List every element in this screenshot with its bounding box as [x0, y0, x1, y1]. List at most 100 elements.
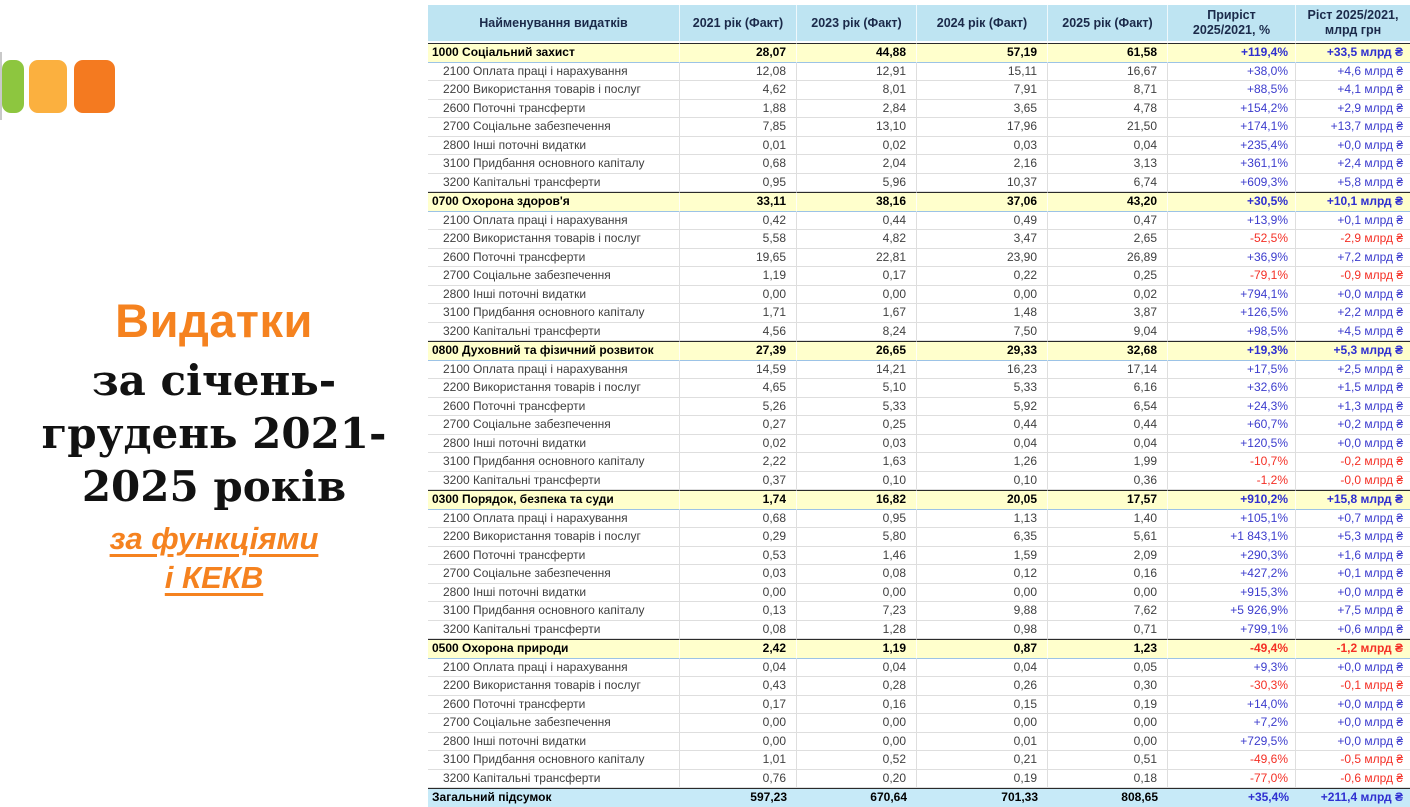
- value-cell: 0,95: [797, 509, 917, 528]
- value-cell: 0,42: [680, 211, 797, 230]
- growth-pct-cell: +5 926,9%: [1168, 602, 1296, 621]
- table-row: 2800 Інші поточні видатки 0,02 0,03 0,04 0,0…: [428, 434, 1410, 453]
- table-row: 2800 Інші поточні видатки 0,00 0,00 0,01 0,0…: [428, 732, 1410, 751]
- growth-abs-cell: +5,3 млрд ₴: [1296, 528, 1410, 547]
- row-name-cell: 0700 Охорона здоров'я: [428, 192, 680, 212]
- value-cell: 6,35: [917, 528, 1048, 547]
- table-row: 2100 Оплата праці і нарахування 0,04 0,04 0…: [428, 658, 1410, 677]
- col-header-growth-pct: Приріст 2025/2021, %: [1168, 5, 1296, 43]
- row-name-cell: 2700 Соціальне забезпечення: [428, 565, 680, 584]
- value-cell: 0,25: [1048, 267, 1168, 286]
- section-row: 1000 Соціальний захист 28,07 44,88 57,19 61,…: [428, 43, 1410, 63]
- value-cell: 8,71: [1048, 81, 1168, 100]
- value-cell: 0,00: [1048, 583, 1168, 602]
- value-cell: 5,80: [797, 528, 917, 547]
- value-cell: 5,26: [680, 397, 797, 416]
- growth-pct-cell: +88,5%: [1168, 81, 1296, 100]
- col-header-growth-abs: Ріст 2025/2021, млрд грн: [1296, 5, 1410, 43]
- growth-abs-cell: +0,7 млрд ₴: [1296, 509, 1410, 528]
- growth-abs-cell: +1,3 млрд ₴: [1296, 397, 1410, 416]
- table-row: 2200 Використання товарів і послуг 0,43 0,…: [428, 677, 1410, 696]
- growth-pct-cell: +794,1%: [1168, 285, 1296, 304]
- value-cell: 12,91: [797, 62, 917, 81]
- table-row: 2700 Соціальне забезпечення 1,19 0,17 0,22 0…: [428, 267, 1410, 286]
- value-cell: 3,87: [1048, 304, 1168, 323]
- table-row: 2200 Використання товарів і послуг 5,58 4,…: [428, 230, 1410, 249]
- value-cell: 6,16: [1048, 379, 1168, 398]
- value-cell: 0,19: [1048, 695, 1168, 714]
- growth-abs-cell: +5,3 млрд ₴: [1296, 341, 1410, 361]
- value-cell: 0,04: [797, 658, 917, 677]
- value-cell: 670,64: [797, 788, 917, 807]
- value-cell: 0,47: [1048, 211, 1168, 230]
- value-cell: 0,12: [917, 565, 1048, 584]
- logo-amber-square: [29, 60, 67, 113]
- value-cell: 17,96: [917, 118, 1048, 137]
- row-name-cell: 2100 Оплата праці і нарахування: [428, 658, 680, 677]
- table-row: 2200 Використання товарів і послуг 4,65 5,…: [428, 379, 1410, 398]
- table-row: 2600 Поточні трансферти 19,65 22,81 23,90 26…: [428, 248, 1410, 267]
- growth-pct-cell: +427,2%: [1168, 565, 1296, 584]
- value-cell: 0,05: [1048, 658, 1168, 677]
- value-cell: 0,04: [1048, 136, 1168, 155]
- row-name-cell: 2100 Оплата праці і нарахування: [428, 62, 680, 81]
- value-cell: 0,18: [1048, 769, 1168, 788]
- value-cell: 1,74: [680, 490, 797, 510]
- value-cell: 2,42: [680, 639, 797, 659]
- growth-abs-cell: +0,0 млрд ₴: [1296, 136, 1410, 155]
- value-cell: 0,08: [680, 620, 797, 639]
- value-cell: 4,65: [680, 379, 797, 398]
- value-cell: 0,87: [917, 639, 1048, 659]
- value-cell: 15,11: [917, 62, 1048, 81]
- value-cell: 0,16: [1048, 565, 1168, 584]
- row-name-cell: 2600 Поточні трансферти: [428, 695, 680, 714]
- col-header-2025: 2025 рік (Факт): [1048, 5, 1168, 43]
- row-name-cell: 2800 Інші поточні видатки: [428, 732, 680, 751]
- functions-kekv-link[interactable]: за функціями і КЕКВ: [12, 519, 416, 597]
- growth-pct-cell: +609,3%: [1168, 173, 1296, 192]
- row-name-cell: 2800 Інші поточні видатки: [428, 285, 680, 304]
- table-row: 2700 Соціальне забезпечення 7,85 13,10 17,9…: [428, 118, 1410, 137]
- value-cell: 0,04: [680, 658, 797, 677]
- row-name-cell: 2800 Інші поточні видатки: [428, 434, 680, 453]
- table-row: 3200 Капітальні трансферти 4,56 8,24 7,50 9,…: [428, 322, 1410, 341]
- growth-abs-cell: -1,2 млрд ₴: [1296, 639, 1410, 659]
- value-cell: 0,00: [917, 285, 1048, 304]
- value-cell: 808,65: [1048, 788, 1168, 807]
- row-name-cell: 0300 Порядок, безпека та суди: [428, 490, 680, 510]
- growth-pct-cell: +13,9%: [1168, 211, 1296, 230]
- value-cell: 0,00: [917, 714, 1048, 733]
- growth-pct-cell: +35,4%: [1168, 788, 1296, 807]
- value-cell: 4,62: [680, 81, 797, 100]
- growth-abs-cell: +33,5 млрд ₴: [1296, 43, 1410, 63]
- value-cell: 0,00: [680, 714, 797, 733]
- value-cell: 27,39: [680, 341, 797, 361]
- table-row: 2200 Використання товарів і послуг 0,29 5,…: [428, 528, 1410, 547]
- row-name-cell: 2100 Оплата праці і нарахування: [428, 211, 680, 230]
- growth-abs-cell: +4,5 млрд ₴: [1296, 322, 1410, 341]
- growth-abs-cell: +0,1 млрд ₴: [1296, 565, 1410, 584]
- value-cell: 0,76: [680, 769, 797, 788]
- table-row: 2600 Поточні трансферти 5,26 5,33 5,92 6,54 +…: [428, 397, 1410, 416]
- value-cell: 0,68: [680, 155, 797, 174]
- growth-pct-cell: +30,5%: [1168, 192, 1296, 212]
- value-cell: 0,43: [680, 677, 797, 696]
- value-cell: 1,48: [917, 304, 1048, 323]
- table-row: 3100 Придбання основного капіталу 2,22 1,6…: [428, 453, 1410, 472]
- value-cell: 0,98: [917, 620, 1048, 639]
- table-row: 2100 Оплата праці і нарахування 0,42 0,44 0…: [428, 211, 1410, 230]
- row-name-cell: 0800 Духовний та фізичний розвиток: [428, 341, 680, 361]
- value-cell: 0,19: [917, 769, 1048, 788]
- growth-abs-cell: +0,0 млрд ₴: [1296, 285, 1410, 304]
- growth-abs-cell: +0,0 млрд ₴: [1296, 732, 1410, 751]
- growth-pct-cell: +14,0%: [1168, 695, 1296, 714]
- value-cell: 0,00: [797, 732, 917, 751]
- value-cell: 43,20: [1048, 192, 1168, 212]
- value-cell: 3,65: [917, 99, 1048, 118]
- row-name-cell: 2600 Поточні трансферти: [428, 397, 680, 416]
- row-name-cell: 3100 Придбання основного капіталу: [428, 304, 680, 323]
- value-cell: 26,89: [1048, 248, 1168, 267]
- logo-green-square: [2, 60, 24, 113]
- growth-abs-cell: +10,1 млрд ₴: [1296, 192, 1410, 212]
- value-cell: 7,91: [917, 81, 1048, 100]
